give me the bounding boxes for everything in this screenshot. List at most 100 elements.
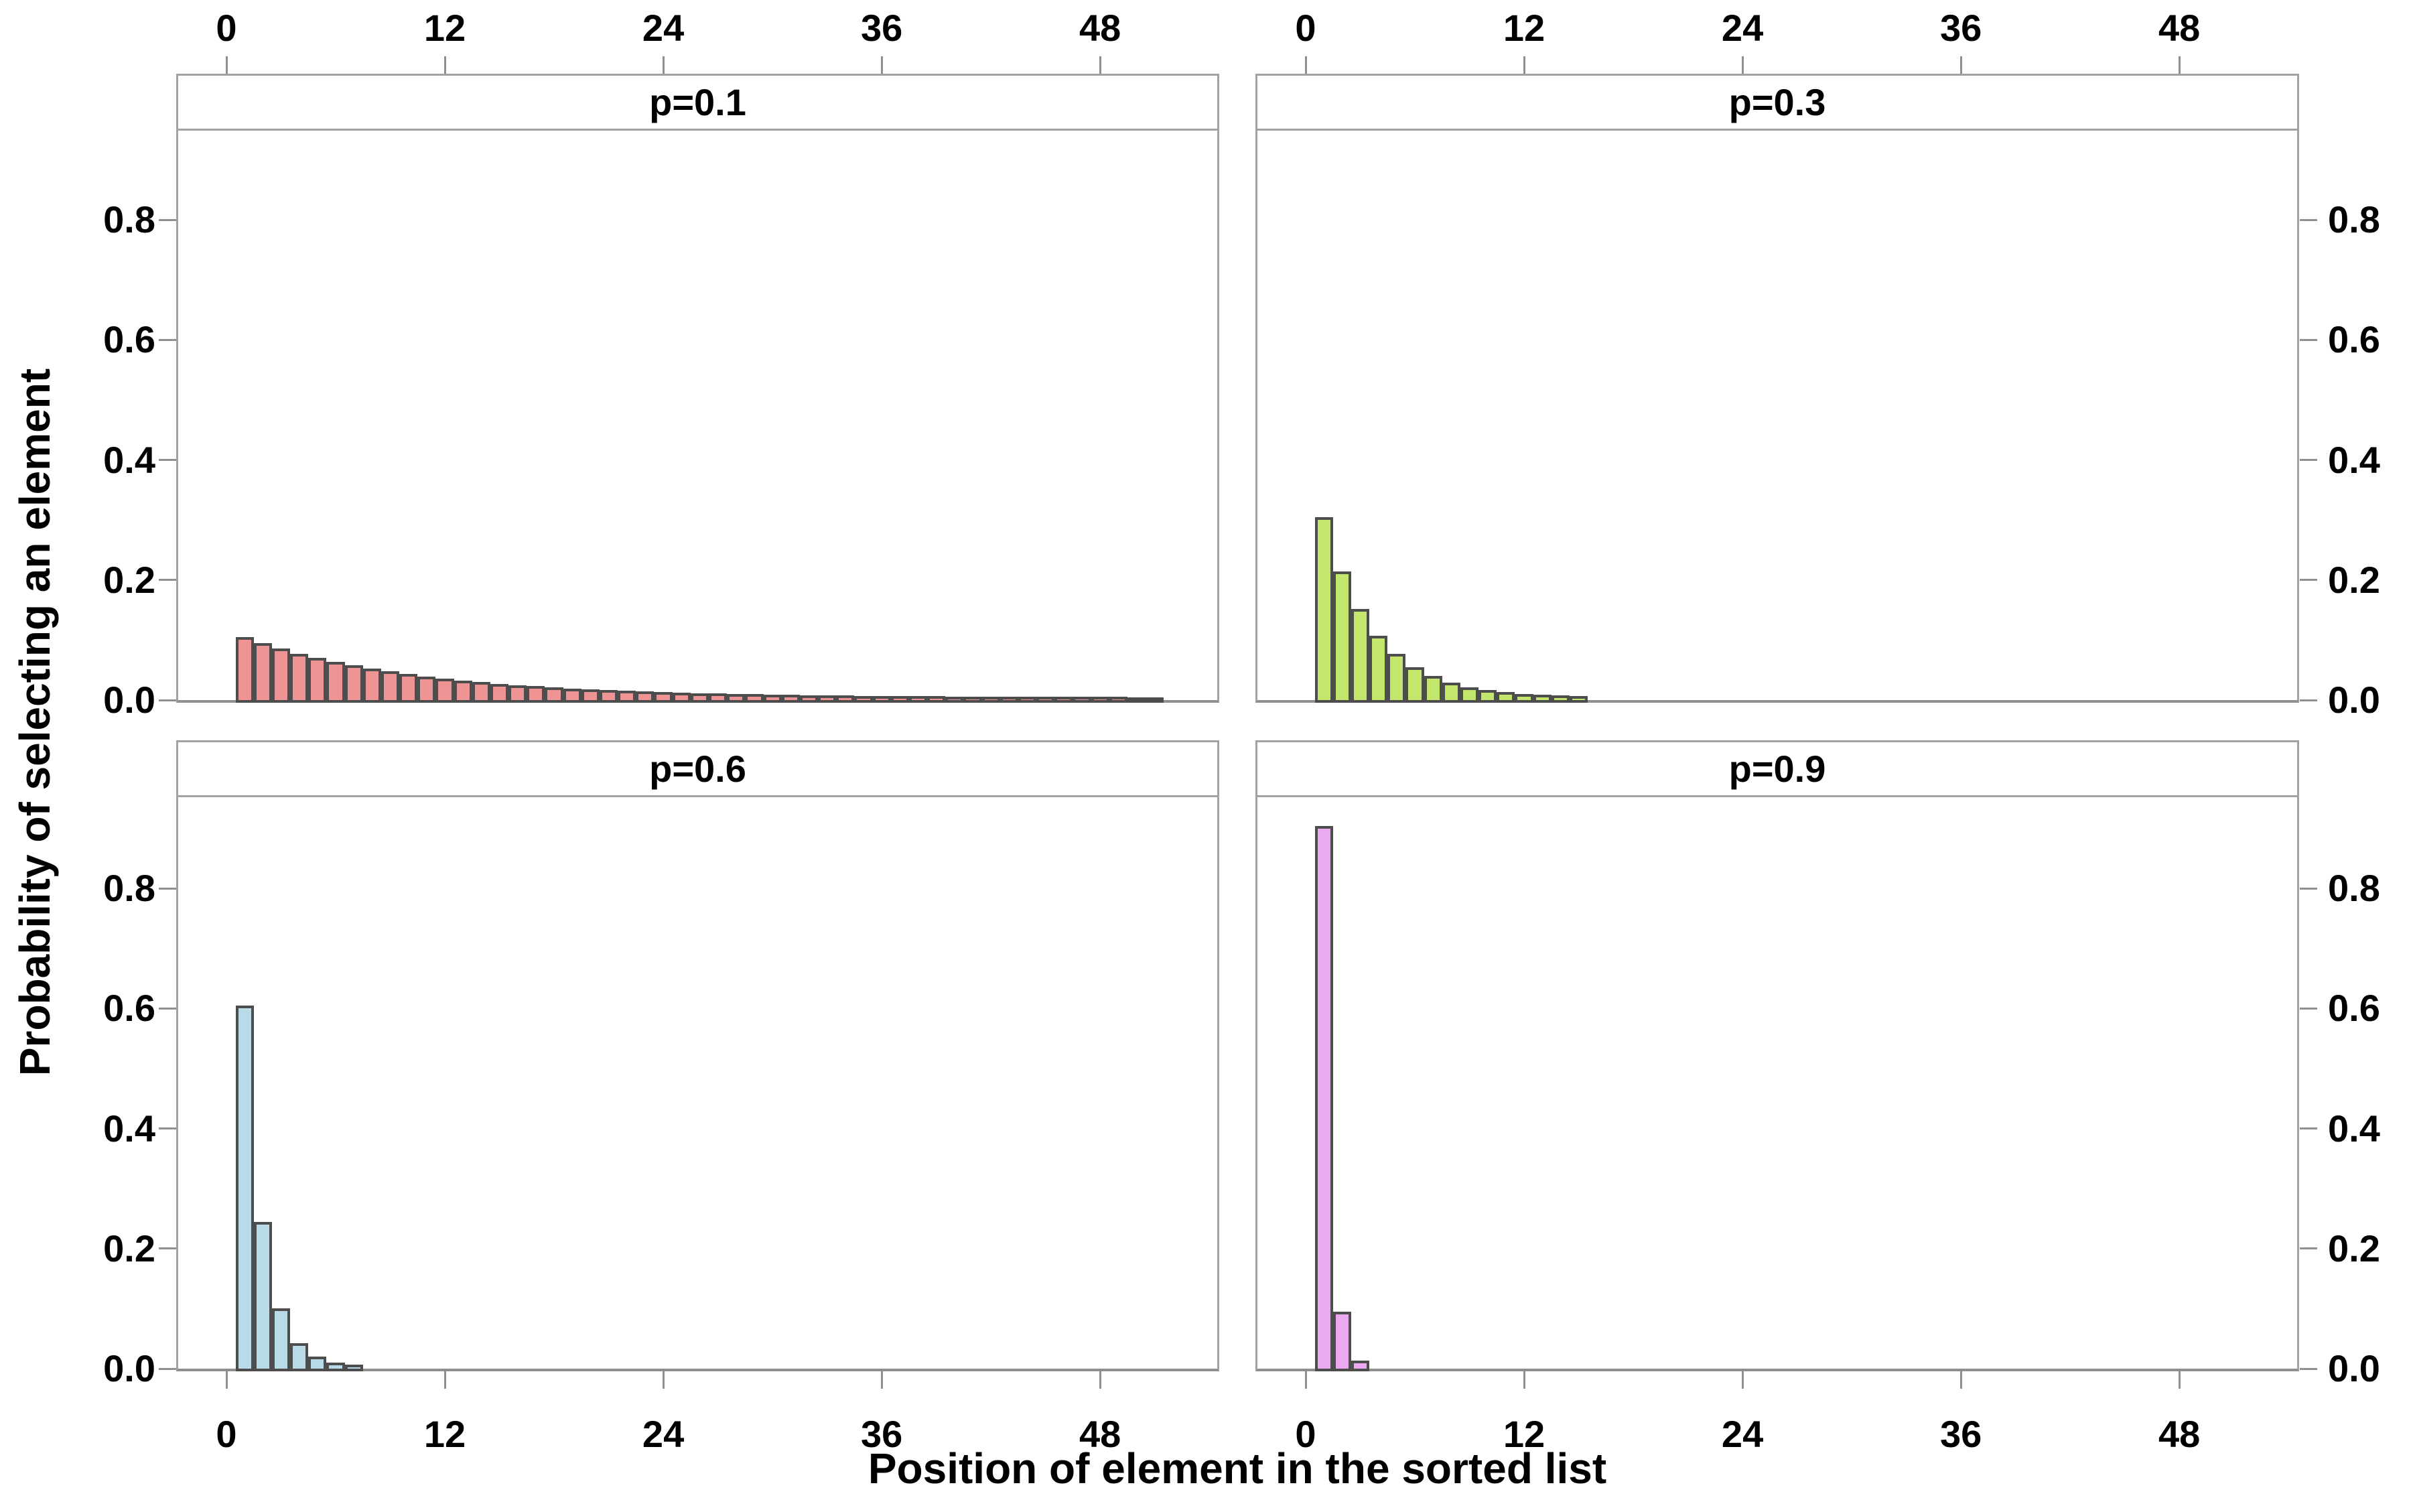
strip-header-p06: p=0.6 — [178, 742, 1217, 797]
histogram-bar — [1405, 667, 1424, 703]
y-tick-label: 0.0 — [103, 1347, 155, 1389]
y-axis-tick — [159, 218, 176, 221]
strip-label-p01: p=0.1 — [649, 81, 746, 123]
y-tick-label: 0.6 — [103, 318, 155, 361]
strip-label-p03: p=0.3 — [1728, 81, 1826, 123]
histogram-bar — [1515, 693, 1533, 703]
histogram-bar — [927, 696, 946, 703]
histogram-bar — [344, 1364, 363, 1371]
x-axis-tick — [443, 56, 446, 74]
histogram-bar — [581, 689, 600, 703]
histogram-bar — [945, 696, 964, 703]
y-axis-tick — [159, 1127, 176, 1130]
histogram-bar — [344, 665, 363, 703]
histogram-bar — [326, 662, 345, 703]
y-tick-label: 0.2 — [103, 1227, 155, 1269]
histogram-bar — [1000, 696, 1018, 703]
histogram-bar — [235, 1006, 254, 1371]
histogram-bar — [1073, 697, 1091, 703]
x-axis-tick — [662, 56, 665, 74]
x-tick-label: 48 — [2158, 1413, 2201, 1455]
histogram-bar — [362, 669, 381, 703]
x-axis-tick — [225, 56, 228, 74]
histogram-bar — [490, 683, 509, 703]
histogram-bar — [709, 693, 728, 703]
histogram-bar — [799, 695, 818, 703]
x-tick-label: 12 — [1503, 1413, 1545, 1455]
y-tick-label: 0.2 — [103, 558, 155, 601]
histogram-bar — [290, 1343, 309, 1371]
x-tick-label: 24 — [1721, 7, 1764, 49]
x-tick-label: 36 — [860, 1413, 903, 1455]
y-tick-label: 0.8 — [2328, 867, 2380, 910]
histogram-bar — [672, 692, 691, 703]
histogram-bar — [745, 694, 764, 703]
histogram-bar — [1109, 697, 1127, 703]
histogram-bar — [290, 653, 309, 703]
y-axis-tick — [2300, 1367, 2317, 1370]
y-tick-label: 0.4 — [2328, 438, 2380, 481]
histogram-bar — [1424, 676, 1442, 703]
x-tick-label: 12 — [423, 1413, 466, 1455]
histogram-bar — [781, 695, 800, 703]
histogram-bar — [599, 690, 618, 703]
y-tick-label: 0.2 — [2328, 1227, 2380, 1269]
histogram-bar — [1314, 517, 1333, 703]
y-tick-label: 0.6 — [103, 987, 155, 1030]
x-tick-label: 0 — [1295, 1413, 1316, 1455]
histogram-bar — [1146, 697, 1164, 703]
strip-header-p01: p=0.1 — [178, 76, 1217, 131]
x-tick-label: 0 — [216, 7, 237, 49]
histogram-bar — [417, 676, 436, 703]
y-tick-label: 0.0 — [2328, 1347, 2380, 1389]
x-axis-tick — [1523, 1371, 1525, 1389]
y-axis-tick — [2300, 1247, 2317, 1250]
x-tick-label: 36 — [860, 7, 903, 49]
histogram-bar — [1314, 825, 1333, 1371]
y-tick-label: 0.0 — [103, 679, 155, 721]
y-axis-tick — [2300, 459, 2317, 462]
y-tick-label: 0.8 — [103, 198, 155, 241]
histogram-bar — [1387, 654, 1406, 703]
x-axis-tick — [2178, 56, 2181, 74]
x-axis-tick — [880, 56, 883, 74]
y-tick-label: 0.4 — [103, 438, 155, 481]
y-axis-tick — [2300, 218, 2317, 221]
x-axis-tick — [1523, 56, 1525, 74]
histogram-bar — [235, 637, 254, 703]
x-axis-tick — [2178, 1371, 2181, 1389]
histogram-bar — [399, 674, 418, 703]
y-axis-tick — [2300, 887, 2317, 890]
histogram-bar — [381, 671, 400, 703]
plot-area-p06 — [178, 797, 1217, 1371]
y-axis-tick — [159, 887, 176, 890]
x-axis-tick — [1099, 1371, 1101, 1389]
x-axis-tick — [1741, 1371, 1744, 1389]
histogram-bar — [727, 693, 746, 703]
histogram-bar — [1018, 697, 1037, 703]
y-axis-tick — [159, 338, 176, 341]
y-tick-label: 0.8 — [103, 867, 155, 910]
y-axis-tick — [159, 1247, 176, 1250]
x-axis-tick — [1741, 56, 1744, 74]
histogram-bar — [308, 658, 327, 703]
histogram-bar — [1551, 695, 1570, 703]
y-axis-tick — [2300, 1007, 2317, 1010]
histogram-bar — [636, 691, 655, 703]
x-axis-tick — [880, 1371, 883, 1389]
histogram-bar — [454, 680, 472, 703]
x-tick-label: 36 — [1939, 1413, 1982, 1455]
histogram-bar — [618, 691, 636, 703]
y-axis-tick — [159, 699, 176, 701]
histogram-bar — [308, 1357, 327, 1371]
y-tick-label: 0.4 — [103, 1107, 155, 1150]
x-axis-tick — [443, 1371, 446, 1389]
histogram-bar — [1091, 697, 1109, 703]
y-tick-label: 0.8 — [2328, 198, 2380, 241]
histogram-bar — [1054, 697, 1073, 703]
x-tick-label: 24 — [642, 7, 685, 49]
histogram-bar — [271, 648, 291, 703]
histogram-bar — [435, 678, 454, 703]
histogram-bar — [890, 695, 909, 703]
histogram-bar — [527, 686, 545, 703]
